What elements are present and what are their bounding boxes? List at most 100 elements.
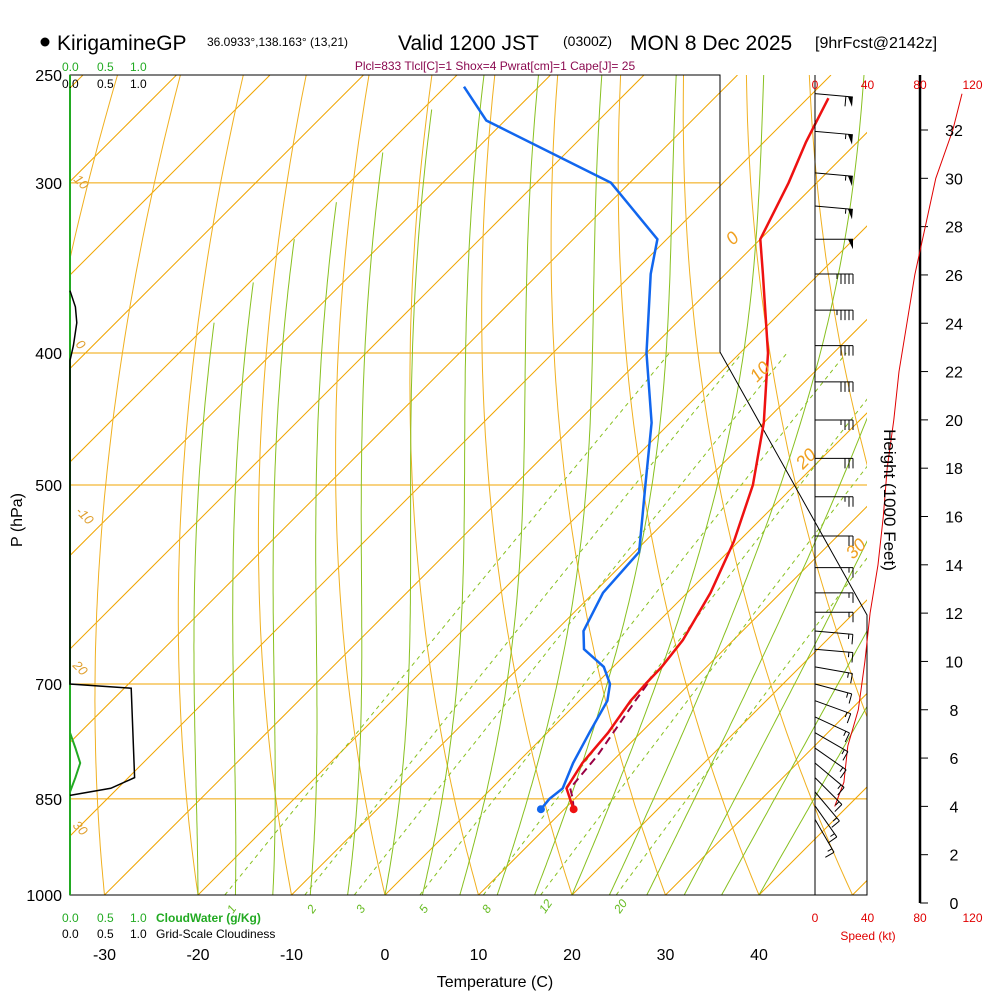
moist-adiabat-line bbox=[421, 75, 485, 895]
wind-barb-staff bbox=[814, 700, 851, 715]
wind-barb bbox=[814, 805, 838, 844]
valid-time: Valid 1200 JST bbox=[398, 32, 539, 55]
speed-top-tick: 40 bbox=[861, 78, 875, 92]
dry-adiabat-label: 0 bbox=[73, 337, 89, 353]
wind-barb-staff bbox=[814, 683, 852, 695]
height-tick-label: 14 bbox=[945, 558, 963, 575]
wind-barb-full bbox=[851, 652, 854, 663]
temperature-tick-label: -20 bbox=[186, 947, 209, 964]
valid-date: MON 8 Dec 2025 bbox=[630, 32, 792, 55]
wind-barb-full bbox=[831, 820, 840, 828]
isotherm-line bbox=[852, 879, 867, 895]
mixing-ratio-label: 2 bbox=[303, 902, 319, 917]
wind-barb-half bbox=[846, 692, 849, 698]
wind-barb-staff bbox=[814, 819, 835, 853]
pressure-tick-label: 400 bbox=[35, 346, 62, 363]
isotherm-label: 30 bbox=[842, 535, 870, 563]
dry-adiabat-line bbox=[935, 75, 1000, 924]
height-tick-label: 16 bbox=[945, 510, 963, 527]
temperature-tick-label: 30 bbox=[657, 947, 675, 964]
isotherm-line bbox=[70, 75, 738, 744]
cloudiness-bottom-tick: 0.5 bbox=[97, 927, 114, 941]
station-bullet-icon bbox=[40, 37, 50, 47]
temperature-tick-label: 20 bbox=[563, 947, 581, 964]
temperature-tick-label: 40 bbox=[750, 947, 768, 964]
isotherm-line bbox=[70, 75, 645, 650]
wind-barb-pennant bbox=[847, 175, 853, 187]
cloudwater-bottom-tick: 0.0 bbox=[62, 911, 79, 925]
dry-adiabat-label: 30 bbox=[70, 818, 91, 839]
height-tick-label: 2 bbox=[950, 848, 959, 865]
wind-barb bbox=[814, 700, 852, 724]
isotherm-line bbox=[665, 692, 867, 895]
grid-layer bbox=[69, 74, 1000, 924]
wind-barb bbox=[815, 592, 854, 603]
height-tick-label: 18 bbox=[945, 461, 963, 478]
dry-adiabat-line bbox=[617, 75, 760, 895]
mixing-ratio-label: 12 bbox=[536, 896, 555, 915]
pressure-tick-label: 700 bbox=[35, 677, 62, 694]
wind-barb-staff bbox=[814, 805, 838, 838]
wind-barb-pennant bbox=[847, 96, 853, 107]
dry-adiabat-line bbox=[335, 75, 386, 895]
wind-barb bbox=[815, 567, 854, 578]
dry-adiabat-line bbox=[177, 75, 244, 895]
cloudiness-top-tick: 1.0 bbox=[130, 77, 147, 91]
moist-adiabat-line bbox=[272, 239, 295, 895]
isotherm-label: 20 bbox=[791, 445, 820, 474]
speed-top-tick: 80 bbox=[913, 78, 927, 92]
speed-top-tick: 120 bbox=[962, 78, 982, 92]
wind-barb-half bbox=[837, 784, 842, 790]
wind-barb-full bbox=[828, 836, 838, 844]
wind-barb bbox=[815, 273, 854, 285]
isotherm-line bbox=[70, 75, 551, 557]
height-tick-label: 20 bbox=[945, 413, 963, 430]
temperature-tick-label: 0 bbox=[381, 947, 390, 964]
cloudiness-top-tick: 0.0 bbox=[62, 77, 79, 91]
cloudiness-bottom-tick: 1.0 bbox=[130, 927, 147, 941]
wind-barb bbox=[815, 345, 854, 356]
temperature-tick-label: -30 bbox=[93, 947, 116, 964]
wind-barb bbox=[815, 535, 854, 546]
cloudwater-top-tick: 0.5 bbox=[97, 60, 114, 74]
height-tick-label: 6 bbox=[950, 751, 959, 768]
wind-barb-pennant bbox=[847, 134, 853, 145]
wind-barb-half bbox=[835, 801, 840, 806]
wind-barb-staff bbox=[814, 93, 853, 98]
forecast-info: [9hrFcst@2142z] bbox=[815, 35, 937, 52]
wind-barb-full bbox=[844, 96, 847, 107]
surface-temperature-marker bbox=[569, 805, 578, 814]
pressure-tick-label: 500 bbox=[35, 478, 62, 495]
plot-clip-group bbox=[70, 75, 1000, 924]
wind-barb bbox=[815, 238, 853, 250]
wind-barb bbox=[814, 93, 853, 107]
cloudwater-top-tick: 0.0 bbox=[62, 60, 79, 74]
moist-adiabat-line bbox=[721, 629, 867, 895]
height-tick-label: 8 bbox=[950, 703, 959, 720]
moist-adiabat-line bbox=[193, 322, 215, 895]
moist-adiabat-line bbox=[534, 75, 677, 895]
wind-barb-full bbox=[825, 851, 835, 858]
height-tick-label: 28 bbox=[945, 220, 963, 237]
wind-barb-half bbox=[839, 767, 844, 772]
moist-adiabat-line bbox=[683, 540, 867, 895]
x-axis-title: Temperature (C) bbox=[437, 974, 553, 991]
wind-barb bbox=[815, 611, 854, 623]
wind-barb-half bbox=[844, 712, 848, 718]
wind-barb-half bbox=[832, 817, 838, 822]
mixing-ratio-line bbox=[615, 557, 867, 895]
pressure-tick-label: 250 bbox=[35, 68, 62, 85]
moist-adiabat-line bbox=[608, 75, 865, 895]
isotherm-line bbox=[291, 318, 867, 895]
wind-barb bbox=[815, 457, 854, 469]
height-tick-label: 0 bbox=[950, 896, 959, 913]
speed-bottom-tick: 120 bbox=[962, 911, 982, 925]
stability-indices: Plcl=833 Tlcl[C]=1 Shox=4 Pwrat[cm]=1 Ca… bbox=[355, 59, 636, 73]
height-tick-label: 10 bbox=[945, 654, 963, 671]
wind-barb-staff bbox=[814, 130, 853, 136]
isotherm-line bbox=[70, 75, 832, 837]
height-tick-label: 26 bbox=[945, 268, 963, 285]
wind-barb-half bbox=[843, 731, 847, 737]
